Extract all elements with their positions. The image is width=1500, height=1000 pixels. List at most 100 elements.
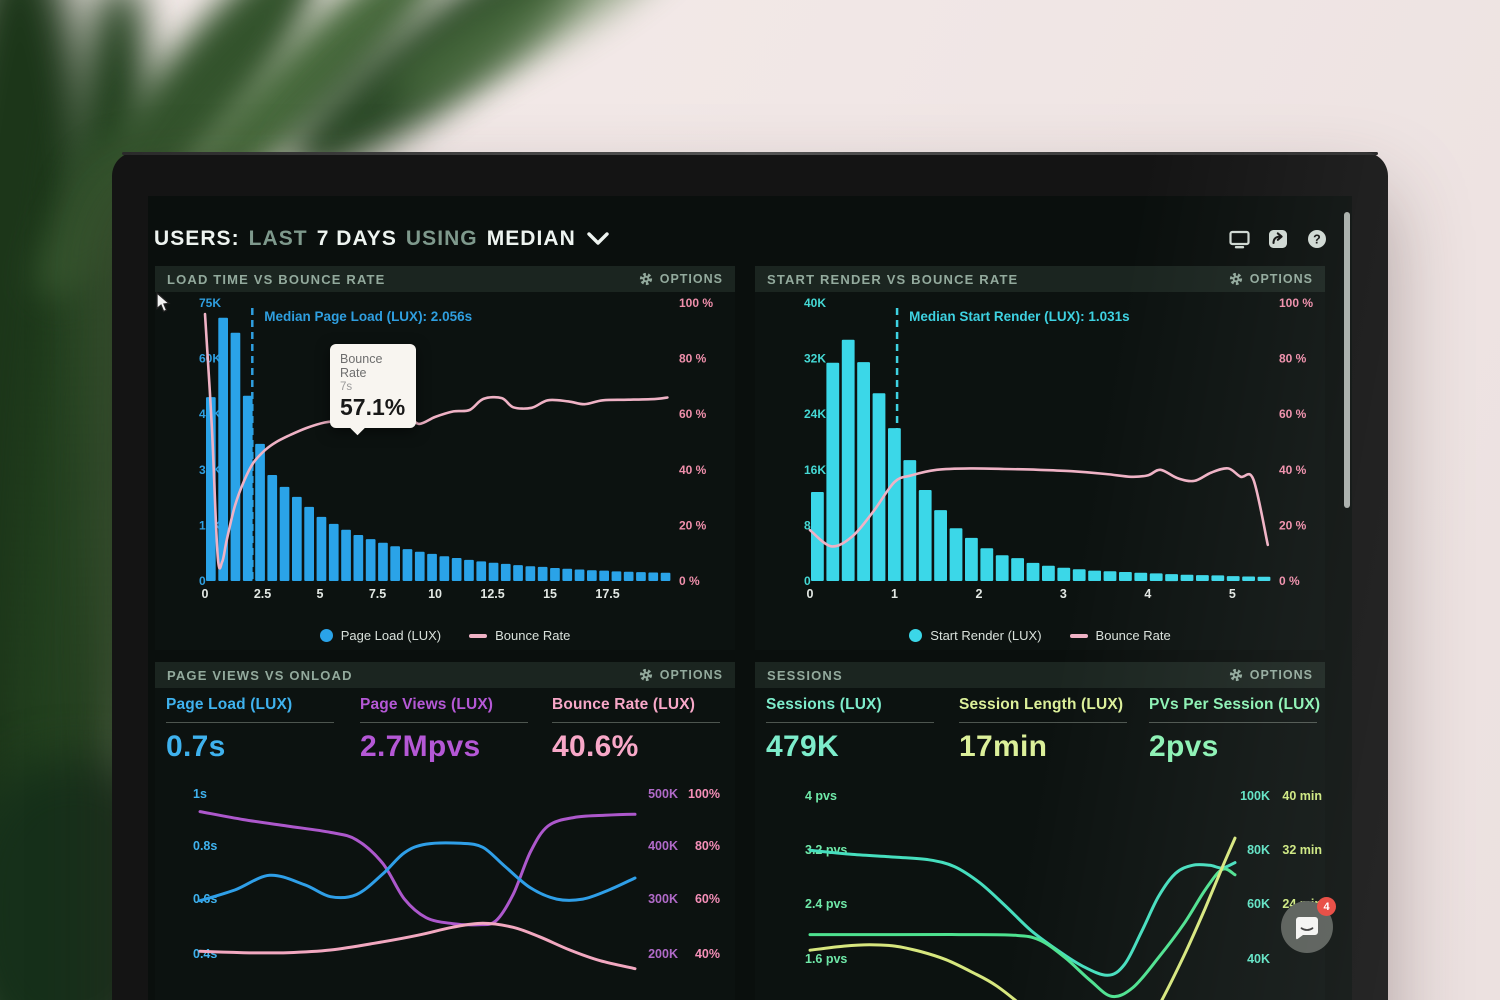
help-icon[interactable]: ? <box>1306 229 1328 249</box>
metric-label: Page Load (LUX) <box>166 696 293 713</box>
histogram-bar[interactable] <box>1103 571 1117 581</box>
metric-bounce-rate: Bounce Rate (LUX) 40.6% <box>552 696 735 764</box>
histogram-bar[interactable] <box>464 559 474 581</box>
histogram-bar[interactable] <box>451 558 462 581</box>
histogram-bar[interactable] <box>525 566 536 581</box>
histogram-bar[interactable] <box>587 570 597 581</box>
axis-tick-label: 100K <box>1240 789 1270 803</box>
histogram-bar[interactable] <box>636 572 646 581</box>
histogram-bar[interactable] <box>918 490 932 581</box>
histogram-bar[interactable] <box>1211 575 1225 581</box>
histogram-bar[interactable] <box>550 568 560 581</box>
options-button[interactable]: OPTIONS <box>639 272 723 286</box>
metric-label: Session Length (LUX) <box>959 696 1124 713</box>
share-icon[interactable] <box>1267 229 1289 249</box>
histogram-bar[interactable] <box>255 443 265 581</box>
panel-title: PAGE VIEWS VS ONLOAD <box>167 667 353 683</box>
legend-label: Start Render (LUX) <box>930 628 1042 643</box>
histogram-bar[interactable] <box>304 506 314 581</box>
histogram-bar[interactable] <box>365 539 376 581</box>
histogram-bar[interactable] <box>857 362 870 581</box>
histogram-bar[interactable] <box>488 562 499 581</box>
histogram-bar[interactable] <box>623 571 634 581</box>
topbar-icons: ? <box>1228 229 1328 249</box>
metric-label: Bounce Rate (LUX) <box>552 696 696 713</box>
axis-tick-label: 60 % <box>1279 407 1307 421</box>
histogram-bar[interactable] <box>1011 558 1024 581</box>
histogram-bar[interactable] <box>279 486 290 581</box>
histogram-bar[interactable] <box>1257 576 1271 581</box>
histogram-bar[interactable] <box>316 516 327 581</box>
axis-tick-label: 7.5 <box>369 587 386 601</box>
histogram-bar[interactable] <box>841 339 855 581</box>
histogram-bar[interactable] <box>1134 572 1148 581</box>
histogram-bar[interactable] <box>980 548 994 581</box>
histogram-bar[interactable] <box>1149 573 1163 581</box>
histogram-bar[interactable] <box>242 395 253 581</box>
histogram-bar[interactable] <box>513 565 523 581</box>
histogram-bar[interactable] <box>402 549 413 581</box>
histogram-bar[interactable] <box>500 563 511 581</box>
histogram-bar[interactable] <box>353 535 364 581</box>
histogram-bar[interactable] <box>1226 576 1240 581</box>
histogram-bar[interactable] <box>995 555 1009 581</box>
histogram-bar[interactable] <box>390 546 400 581</box>
histogram-bar[interactable] <box>574 569 585 582</box>
histogram-bar[interactable] <box>1026 562 1040 581</box>
histogram-bar[interactable] <box>611 571 622 581</box>
histogram-bar[interactable] <box>934 510 947 581</box>
histogram-bar[interactable] <box>1088 570 1101 581</box>
histogram-bar[interactable] <box>414 551 425 581</box>
axis-tick-label: 16K <box>804 463 826 477</box>
histogram-bar[interactable] <box>888 428 901 581</box>
options-button[interactable]: OPTIONS <box>1229 668 1313 682</box>
histogram-bar[interactable] <box>267 475 278 581</box>
options-button[interactable]: OPTIONS <box>1229 272 1313 286</box>
scrollbar[interactable] <box>1344 212 1350 508</box>
histogram-bar[interactable] <box>648 572 659 582</box>
histogram-bar[interactable] <box>537 566 548 581</box>
axis-tick-label: 0 % <box>1279 574 1300 588</box>
users-filter-dropdown[interactable]: USERS: LAST 7 DAYS USING MEDIAN <box>154 227 609 251</box>
display-icon[interactable] <box>1228 229 1250 249</box>
histogram-bar[interactable] <box>1196 575 1209 581</box>
histogram-bar[interactable] <box>439 556 450 581</box>
histogram-bar[interactable] <box>1057 567 1071 581</box>
histogram-bar[interactable] <box>965 537 978 581</box>
title-part: 7 DAYS <box>316 227 397 250</box>
axis-tick-label: 0 <box>202 587 209 601</box>
histogram-bar[interactable] <box>660 572 671 581</box>
histogram-bar[interactable] <box>341 529 351 581</box>
histogram-bar[interactable] <box>1242 576 1255 582</box>
histogram-bar[interactable] <box>872 393 886 581</box>
legend-item[interactable]: Bounce Rate <box>1069 628 1171 643</box>
options-button[interactable]: OPTIONS <box>639 668 723 682</box>
histogram-bar[interactable] <box>826 362 840 581</box>
histogram-bar[interactable] <box>1165 574 1178 582</box>
axis-tick-label: 100 % <box>679 296 713 310</box>
legend-item[interactable]: Page Load (LUX) <box>319 628 441 643</box>
chat-button[interactable]: 4 <box>1281 897 1336 953</box>
histogram-bar[interactable] <box>903 460 917 581</box>
title-part: USERS: <box>154 227 240 250</box>
panel-header: START RENDER VS BOUNCE RATE OPTIONS <box>755 266 1325 292</box>
histogram-bar[interactable] <box>292 496 302 581</box>
histogram-bar[interactable] <box>949 528 963 581</box>
histogram-bar[interactable] <box>1042 565 1055 581</box>
axis-tick-label: 15 <box>543 587 557 601</box>
histogram-bar[interactable] <box>1180 574 1194 581</box>
legend-item[interactable]: Bounce Rate <box>469 628 570 643</box>
histogram-bar[interactable] <box>562 568 573 581</box>
histogram-bar[interactable] <box>1119 572 1132 581</box>
histogram-bar[interactable] <box>476 561 487 581</box>
histogram-bar[interactable] <box>378 542 388 581</box>
histogram-bar[interactable] <box>218 317 228 581</box>
panel-title: START RENDER VS BOUNCE RATE <box>767 271 1019 287</box>
tooltip-value: 57.1% <box>340 394 406 420</box>
histogram-bar[interactable] <box>427 553 437 581</box>
histogram-bar[interactable] <box>1072 569 1086 581</box>
legend-item[interactable]: Start Render (LUX) <box>909 628 1042 643</box>
histogram-bar[interactable] <box>328 523 339 581</box>
histogram-bar[interactable] <box>230 332 241 581</box>
histogram-bar[interactable] <box>599 570 609 581</box>
